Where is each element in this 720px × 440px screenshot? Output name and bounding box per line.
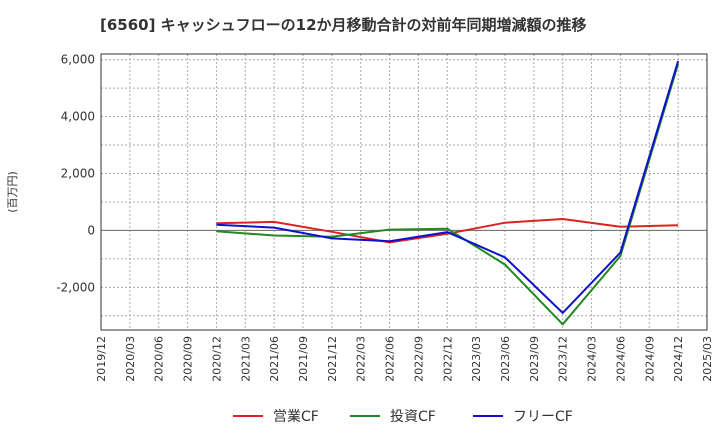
x-tick-label: 2019/12 — [95, 336, 108, 382]
x-tick-label: 2024/06 — [614, 336, 627, 382]
x-tick-label: 2022/09 — [412, 336, 425, 382]
y-tick-label: 6,000 — [61, 53, 95, 67]
axis-layer: 6,000 4,000 2,000 0 -2,000 2019/12 2020/03 2020… — [6, 53, 714, 382]
x-tick-label: 2021/09 — [297, 336, 310, 382]
x-tick-label: 2020/12 — [210, 336, 223, 382]
x-tick-label: 2025/03 — [701, 336, 714, 382]
series-layer — [216, 60, 680, 326]
x-tick-label: 2020/06 — [153, 336, 166, 382]
plot-area — [101, 54, 707, 330]
series-line-1 — [216, 218, 679, 244]
series-line-2 — [216, 63, 680, 326]
x-tick-label: 2021/12 — [326, 336, 339, 382]
x-tick-label: 2023/03 — [470, 336, 483, 382]
x-tick-label: 2024/12 — [672, 336, 685, 382]
x-tick-label: 2023/12 — [557, 336, 570, 382]
legend: 営業CF 投資CF フリーCF — [233, 409, 573, 425]
x-tick-label: 2020/03 — [124, 336, 137, 382]
chart-title: [6560] キャッシュフローの12か月移動合計の対前年同期増減額の推移 — [100, 16, 587, 34]
x-tick-label: 2022/03 — [355, 336, 368, 382]
x-tick-label: 2022/06 — [384, 336, 397, 382]
x-tick-label: 2024/09 — [643, 336, 656, 382]
x-tick-label: 2020/09 — [182, 336, 195, 382]
y-tick-label: 2,000 — [61, 167, 95, 181]
series-line-3 — [216, 60, 680, 314]
x-tick-label: 2021/03 — [239, 336, 252, 382]
x-tick-label: 2021/06 — [268, 336, 281, 382]
y-tick-label: -2,000 — [56, 280, 95, 294]
plot-border — [100, 53, 708, 331]
legend-label-2: 投資CF — [390, 409, 436, 425]
y-tick-label: 4,000 — [61, 110, 95, 124]
x-tick-label: 2024/03 — [586, 336, 599, 382]
y-axis-label: (百万円) — [6, 171, 19, 213]
legend-label-3: フリーCF — [513, 409, 573, 425]
y-tick-label: 0 — [87, 223, 95, 237]
x-tick-label: 2023/09 — [528, 336, 541, 382]
legend-label-1: 営業CF — [273, 409, 319, 425]
x-tick-label: 2022/12 — [441, 336, 454, 382]
x-tick-label: 2023/06 — [499, 336, 512, 382]
